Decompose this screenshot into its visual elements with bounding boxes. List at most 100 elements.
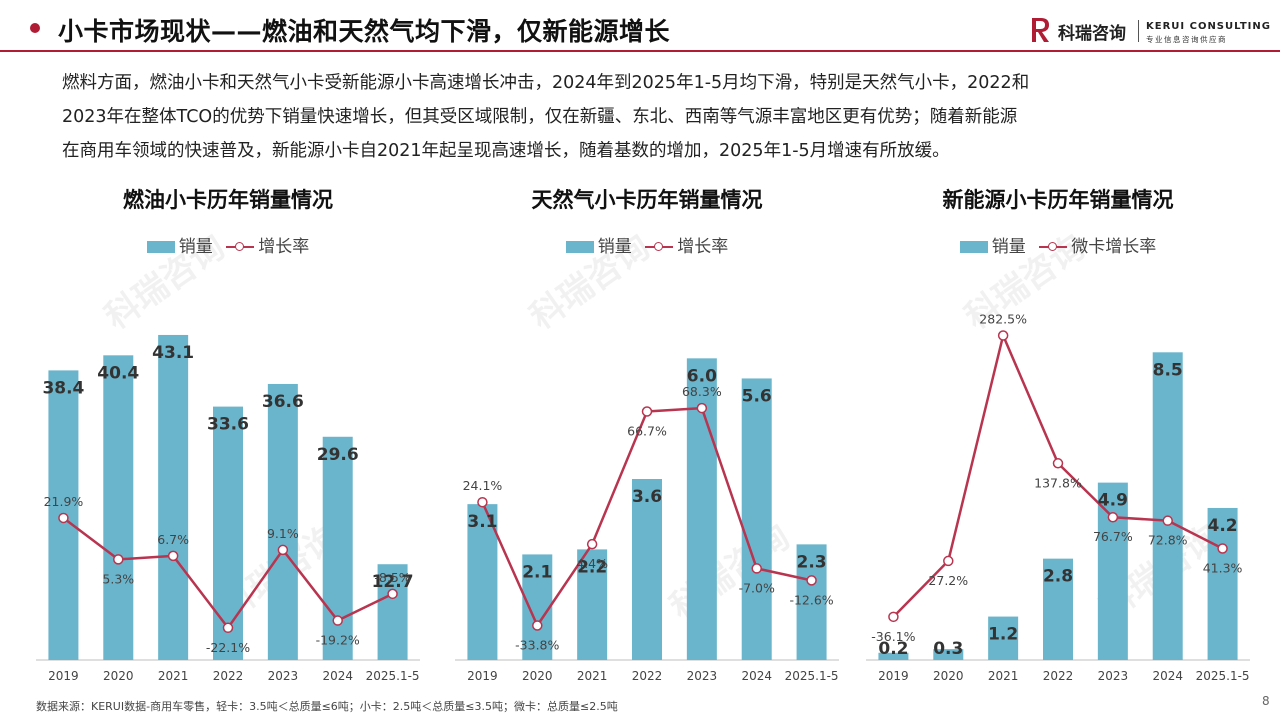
header: 小卡市场现状——燃油和天然气均下滑，仅新能源增长 科瑞咨询 KERUI CONS… [0,0,1280,60]
bar-value-label: 0.2 [878,639,908,659]
x-tick-label: 2023 [687,669,718,683]
growth-point [806,575,817,586]
chart-plot: 2019 2020 2021 2022 2023 2024 2025.1-5 38.4 40.4… [36,334,420,683]
growth-point [58,512,69,524]
legend-swatch-bar [146,241,175,253]
bar-value-label: 4.2 [1208,516,1238,536]
bar-value-label: 2.3 [797,552,827,572]
bar-value-label: 8.5 [1153,360,1183,380]
growth-point [997,330,1009,341]
bar-value-label: 5.6 [742,386,772,406]
growth-value-label: -19.2% [316,633,360,648]
x-tick-label: 2024 [1152,669,1183,683]
bar-value-label: 12.7 [372,572,414,592]
growth-point [387,588,398,600]
intro-paragraph: 燃料方面，燃油小卡和天然气小卡受新能源小卡高速增长冲击，2024年到2025年1… [62,66,1242,168]
x-tick-label: 2021 [988,669,1019,683]
legend-item-bar: 销量 [146,232,213,257]
bar [577,549,608,660]
growth-point [1162,515,1173,526]
growth-value-label: 41.3% [1203,560,1243,575]
brand-tagline: 专业信息咨询供应商 [1146,35,1227,44]
bar [741,378,772,660]
chart-legend: 销量 增长率 [455,232,839,257]
growth-point [222,622,234,634]
bar [988,616,1019,660]
brand-separator [1138,20,1139,42]
chart-gas: 天然气小卡历年销量情况 销量 增长率 2019 2020 2021 2022 2023 2… [455,178,839,690]
bar [213,406,243,660]
x-tick-label: 2019 [467,669,498,683]
growth-value-label: 137.8% [1034,475,1082,490]
legend-item-bar: 销量 [565,232,632,257]
growth-value-label: 21.9% [44,494,84,509]
growth-point [1217,543,1228,554]
bar-value-label: 3.1 [467,512,497,532]
growth-value-label: 5.3% [102,571,134,586]
bar [467,504,498,660]
growth-point [167,550,179,562]
growth-value-label: -8.5% [374,570,410,585]
growth-value-label: -12.6% [789,592,833,607]
legend-item-bar: 销量 [959,232,1026,257]
bar [1152,352,1183,660]
intro-line-3: 在商用车领域的快速普及，新能源小卡自2021年起呈现高速增长，随着基数的增加，2… [62,141,950,161]
chart-title: 新能源小卡历年销量情况 [942,188,1174,212]
brand-mark-icon [1032,18,1049,42]
x-tick-label: 2020 [103,669,134,683]
chart-legend: 销量 增长率 [36,232,420,257]
legend-swatch-line [226,241,255,253]
bar [377,564,408,660]
growth-value-label: 76.7% [1093,529,1133,544]
growth-value-label: 27.2% [928,573,968,588]
bar [1207,507,1238,660]
growth-point [332,615,343,626]
legend-label-line: 增长率 [258,237,310,257]
legend-swatch-line [1039,241,1068,253]
growth-value-label: 72.8% [1148,533,1188,548]
legend-label-line: 增长率 [677,237,729,257]
growth-point [888,611,899,623]
bar-value-label: 0.3 [933,639,963,659]
growth-point [113,554,124,565]
growth-point [477,496,488,508]
legend-label-bar: 销量 [991,237,1026,257]
x-tick-label: 2022 [1043,669,1074,683]
x-tick-label: 2020 [522,669,553,683]
legend-item-line: 增长率 [226,232,309,257]
growth-point [586,538,598,550]
bar-value-label: 4.9 [1098,491,1128,511]
bar-value-label: 29.6 [317,445,359,465]
growth-value-label: 4.4% [576,556,608,571]
growth-value-label: 6.7% [157,532,189,547]
bar-value-label: 2.8 [1043,567,1073,587]
growth-point [943,555,954,567]
x-tick-label: 2019 [48,669,79,683]
title-bullet [30,23,40,33]
bar [322,436,353,660]
intro-line-2: 2023年在整体TCO的优势下销量快速增长，但其受区域限制，仅在新疆、东北、西南… [62,107,1018,127]
bar [933,649,964,660]
growth-value-label: -22.1% [206,640,250,655]
x-tick-label: 2023 [1098,669,1129,683]
growth-value-label: -7.0% [739,580,775,595]
growth-value-label: -33.8% [515,638,559,653]
growth-point [751,563,762,574]
x-tick-label: 2022 [213,669,244,683]
growth-point [1107,511,1119,523]
growth-value-label: 68.3% [682,384,722,399]
legend-swatch-bar [959,241,988,253]
x-tick-label: 2021 [577,669,608,683]
page-number: 8 [1262,694,1270,708]
growth-point [1052,458,1064,469]
header-divider [0,50,1280,52]
bar-value-label: 40.4 [97,363,139,383]
footnote: 数据来源：KERUI数据-商用车零售，轻卡：3.5吨＜总质量≤6吨；小卡：2.5… [36,700,618,713]
legend-item-line: 微卡增长率 [1039,232,1156,257]
chart-fuel: 燃油小卡历年销量情况 销量 增长率 2019 2020 2021 2022 2023 20… [36,178,420,690]
chart-plot: 2019 2020 2021 2022 2023 2024 2025.1-5 0.2 0.3 1.… [866,312,1250,683]
bar [878,652,909,660]
brand-logo: 科瑞咨询 KERUI CONSULTING 专业信息咨询供应商 [1030,16,1270,48]
x-tick-label: 2025.1-5 [366,669,420,683]
x-tick-label: 2024 [322,669,353,683]
